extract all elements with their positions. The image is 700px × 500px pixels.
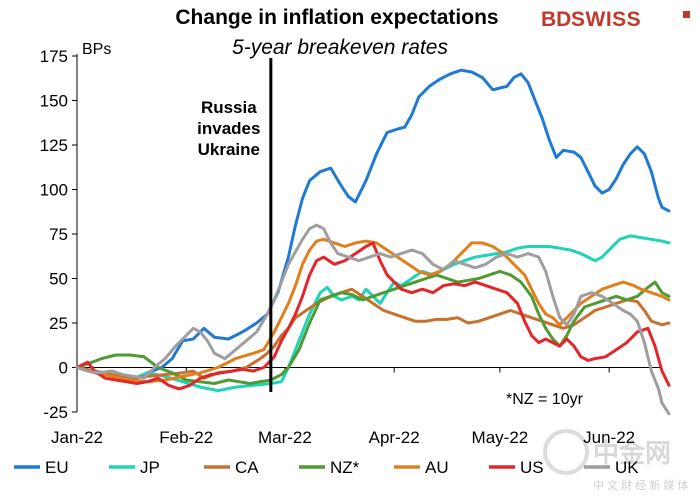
series-line-nz — [75, 269, 671, 385]
legend-label: US — [520, 458, 544, 477]
x-tick-label: Apr-22 — [369, 428, 420, 447]
legend-label: EU — [45, 458, 69, 477]
legend-label: CA — [235, 458, 259, 477]
chart-title: Change in inflation expectations — [175, 6, 498, 29]
chart-subtitle: 5-year breakeven rates — [232, 36, 448, 59]
legend-label: NZ* — [330, 458, 360, 477]
y-tick-label: 125 — [40, 136, 68, 155]
invasion-label-line-3: Ukraine — [198, 140, 260, 159]
y-tick-label: 50 — [49, 270, 68, 289]
logo-square-icon — [683, 11, 690, 18]
logo-swiss-text: SWISS — [571, 8, 641, 31]
x-tick-label: Jun-22 — [583, 428, 635, 447]
watermark-subtext: 中 文 财 经 新 媒 体 — [593, 478, 688, 492]
x-tick-label: Mar-22 — [258, 428, 312, 447]
legend-item-ca: CA — [204, 458, 259, 477]
y-axis: -25 0 25 50 75 100 125 150 175 — [40, 47, 78, 422]
y-tick-label: 75 — [49, 225, 68, 244]
legend-item-uk: UK — [584, 458, 639, 477]
series-lines — [75, 68, 671, 416]
x-tick-label: May-22 — [472, 428, 529, 447]
legend-item-us: US — [489, 458, 544, 477]
nz-note: *NZ = 10yr — [506, 391, 584, 408]
y-axis-label: BPs — [82, 41, 111, 58]
series-line-eu — [75, 68, 671, 382]
x-tick-label: Jan-22 — [51, 428, 103, 447]
invasion-label-line-1: Russia — [201, 98, 257, 117]
legend-label: UK — [615, 458, 639, 477]
y-tick-label: 0 — [59, 359, 68, 378]
legend: EU JP CA NZ* AU US UK — [14, 458, 639, 477]
bdswiss-logo: BD SWISS — [541, 8, 690, 31]
logo-bd-text: BD — [541, 8, 571, 31]
y-tick-label: 175 — [40, 47, 68, 66]
legend-item-jp: JP — [109, 458, 160, 477]
watermark-logo-icon — [543, 429, 589, 475]
series-line-uk — [75, 223, 671, 416]
x-axis: Jan-22 Feb-22 Mar-22 Apr-22 May-22 Jun-22 — [51, 367, 662, 447]
y-tick-label: 25 — [49, 314, 68, 333]
legend-label: AU — [425, 458, 449, 477]
y-tick-label: 150 — [40, 92, 68, 111]
y-tick-label: -25 — [43, 403, 68, 422]
watermark: 中金网 中 文 财 经 新 媒 体 — [543, 429, 688, 492]
legend-item-eu: EU — [14, 458, 69, 477]
y-tick-label: 100 — [40, 181, 68, 200]
series-line-us — [75, 241, 671, 391]
series-line-au — [75, 237, 671, 384]
legend-item-au: AU — [394, 458, 449, 477]
invasion-label-line-2: invades — [197, 119, 260, 138]
watermark-text: 中金网 — [593, 438, 671, 468]
x-tick-label: Feb-22 — [159, 428, 213, 447]
legend-item-nz: NZ* — [299, 458, 360, 477]
legend-label: JP — [140, 458, 160, 477]
